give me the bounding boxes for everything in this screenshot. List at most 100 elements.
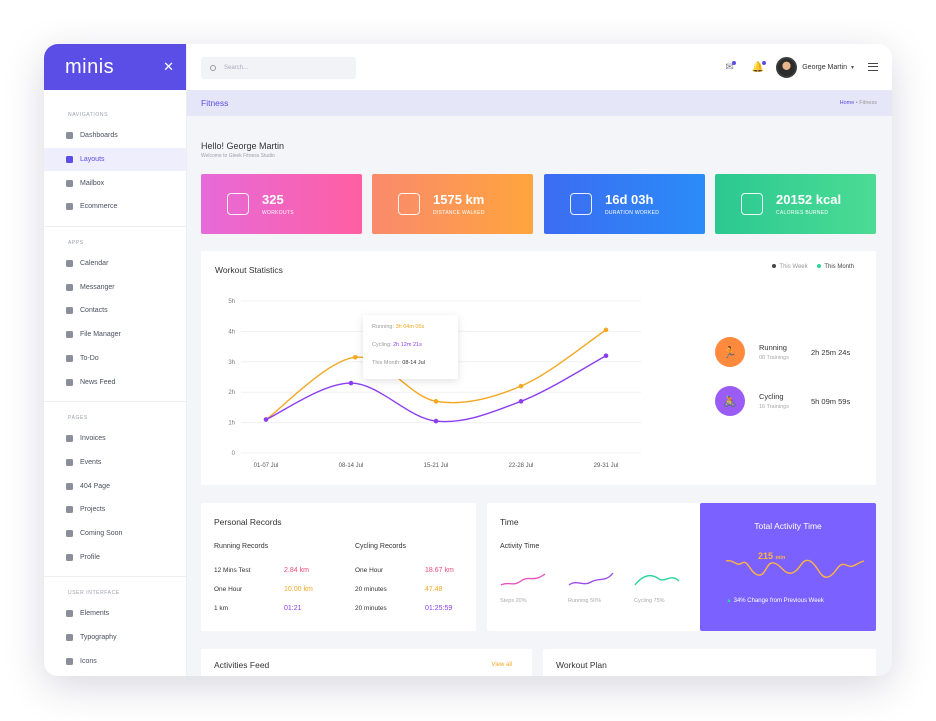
bell-badge-dot bbox=[762, 60, 767, 65]
stat-icon bbox=[398, 193, 420, 215]
y-tick-label: 2h bbox=[228, 390, 235, 396]
sidebar-item-mailbox[interactable]: Mailbox bbox=[44, 171, 186, 195]
sidebar-item-label: Ecommerce bbox=[80, 203, 118, 211]
total-activity-change: ▲ 34% Change from Previous Week bbox=[726, 598, 824, 604]
time-title: Time bbox=[500, 517, 519, 527]
running-sparkline bbox=[568, 572, 614, 586]
stat-value: 20152 kcal bbox=[776, 192, 842, 207]
sidebar-item-label: Contacts bbox=[80, 307, 108, 315]
stat-icon bbox=[741, 193, 763, 215]
menu-icon[interactable] bbox=[868, 63, 878, 71]
avatar[interactable] bbox=[776, 56, 798, 78]
sidebar-item-coming-soon[interactable]: Coming Soon bbox=[44, 522, 186, 546]
stat-label: DISTANCE WALKED bbox=[433, 210, 485, 216]
brand-logo: minis bbox=[65, 55, 115, 78]
sidebar-item-to-do[interactable]: To-Do bbox=[44, 347, 186, 371]
to-do-icon bbox=[66, 354, 73, 362]
legend-this-week[interactable]: This Week bbox=[779, 264, 808, 270]
steps-label: Steps 20% bbox=[500, 598, 527, 604]
sidebar-item-news-feed[interactable]: News Feed bbox=[44, 370, 186, 394]
trend-up-icon: ▲ bbox=[726, 598, 732, 604]
mailbox-icon bbox=[66, 179, 73, 187]
cycling-icon: 🚴 bbox=[715, 386, 745, 416]
sidebar-item-file-manager[interactable]: File Manager bbox=[44, 323, 186, 347]
icons-icon bbox=[66, 657, 73, 665]
record-value: 47.48 bbox=[425, 586, 443, 593]
sidebar-item-label: Projects bbox=[80, 506, 106, 514]
404-page-icon bbox=[66, 482, 73, 490]
sidebar-item-projects[interactable]: Projects bbox=[44, 498, 186, 522]
summary-cycling-sub: 16 Trainings bbox=[759, 404, 789, 410]
sidebar-item-calendar[interactable]: Calendar bbox=[44, 252, 186, 276]
breadcrumb-home[interactable]: Home bbox=[839, 100, 855, 106]
sidebar-item-label: Icons bbox=[80, 657, 97, 665]
cycling-label: Cycling 75% bbox=[634, 598, 665, 604]
sidebar-nav: NAVIGATIONS Dashboards Layouts Mailbox Ecomm… bbox=[44, 90, 186, 676]
running-records-title: Running Records bbox=[214, 543, 269, 550]
contacts-icon bbox=[66, 307, 73, 315]
sidebar-section-title: USER INTERFACE bbox=[68, 590, 120, 596]
sidebar-item-ecommerce[interactable]: Ecommerce bbox=[44, 195, 186, 219]
sidebar-item-messanger[interactable]: Messanger bbox=[44, 275, 186, 299]
sidebar-item-invoices[interactable]: Invoices bbox=[44, 427, 186, 451]
sidebar-item-dashboards[interactable]: Dashboards bbox=[44, 124, 186, 148]
sidebar-item-contacts[interactable]: Contacts bbox=[44, 299, 186, 323]
breadcrumb: Home • Fitness bbox=[840, 100, 877, 106]
sidebar-item-label: Mailbox bbox=[80, 179, 105, 187]
elements-icon bbox=[66, 610, 73, 618]
stat-card[interactable]: 20152 kcal CALORIES BURNED bbox=[715, 174, 876, 234]
data-point bbox=[518, 399, 524, 404]
sidebar-item-typography[interactable]: Typography bbox=[44, 626, 186, 650]
stat-label: DURATION WORKED bbox=[605, 210, 660, 216]
activities-feed-title: Activities Feed bbox=[214, 660, 270, 670]
collapse-sidebar-icon[interactable]: ✕ bbox=[163, 59, 174, 74]
x-tick-label: 15-21 Jul bbox=[424, 463, 449, 469]
tooltip-running-value: 3h 04m 05s bbox=[395, 324, 425, 330]
tooltip-running-label: Running: bbox=[372, 324, 395, 330]
data-point bbox=[348, 380, 354, 386]
view-all-link[interactable]: View all bbox=[491, 662, 512, 668]
search-input[interactable]: Search... bbox=[201, 57, 356, 79]
sidebar-item-icons[interactable]: Icons bbox=[44, 649, 186, 673]
legend-this-month[interactable]: This Month bbox=[824, 264, 854, 270]
x-tick-label: 29-31 Jul bbox=[594, 463, 619, 469]
breadcrumb-separator: • bbox=[855, 100, 858, 106]
sidebar-item-profile[interactable]: Profile bbox=[44, 545, 186, 569]
chevron-down-icon[interactable]: ▾ bbox=[850, 64, 854, 71]
workout-statistics-card: Workout Statistics This Week This Month … bbox=[201, 251, 876, 485]
sidebar-item-elements[interactable]: Elements bbox=[44, 602, 186, 626]
tooltip-month-label: This Month: bbox=[372, 360, 401, 366]
workout-plan-title: Workout Plan bbox=[556, 660, 607, 670]
sidebar-item-layouts[interactable]: Layouts bbox=[44, 147, 186, 172]
running-label: Running 50% bbox=[568, 598, 602, 604]
sidebar-item-label: Coming Soon bbox=[80, 529, 123, 537]
breadcrumb-bar: Fitness Home • Fitness bbox=[187, 90, 892, 116]
user-name[interactable]: George Martin bbox=[802, 63, 847, 71]
stat-card[interactable]: 16d 03h DURATION WORKED bbox=[544, 174, 705, 234]
stat-icon bbox=[227, 193, 249, 215]
sidebar-item-label: Messanger bbox=[80, 283, 115, 291]
record-label: 20 minutes bbox=[355, 605, 387, 612]
sidebar-divider bbox=[44, 576, 186, 577]
total-activity-title: Total Activity Time bbox=[754, 521, 822, 531]
sidebar-item-404-page[interactable]: 404 Page bbox=[44, 474, 186, 498]
stat-card[interactable]: 325 WORKOUTS bbox=[201, 174, 362, 234]
mail-icon[interactable]: ✉ bbox=[725, 60, 736, 73]
record-value: 10.00 km bbox=[284, 586, 313, 593]
sidebar-item-events[interactable]: Events bbox=[44, 451, 186, 475]
sidebar-section-title: PAGES bbox=[68, 414, 88, 421]
bell-icon[interactable]: 🔔 bbox=[751, 60, 767, 73]
y-tick-label: 4h bbox=[228, 329, 235, 335]
sidebar-item-label: Dashboards bbox=[80, 132, 118, 140]
activity-time-label: Activity Time bbox=[500, 543, 540, 550]
data-point bbox=[603, 353, 609, 359]
sidebar-divider bbox=[44, 400, 186, 402]
record-value: 01:21 bbox=[284, 605, 302, 612]
summary-cycling-time: 5h 09m 59s bbox=[811, 396, 851, 406]
y-tick-label: 0 bbox=[232, 451, 236, 457]
calendar-icon bbox=[66, 260, 73, 268]
tooltip-cycling-value: 2h 12m 21s bbox=[393, 342, 422, 348]
stat-card[interactable]: 1575 km DISTANCE WALKED bbox=[372, 174, 533, 234]
data-point bbox=[603, 327, 609, 333]
x-tick-label: 08-14 Jul bbox=[339, 463, 364, 469]
